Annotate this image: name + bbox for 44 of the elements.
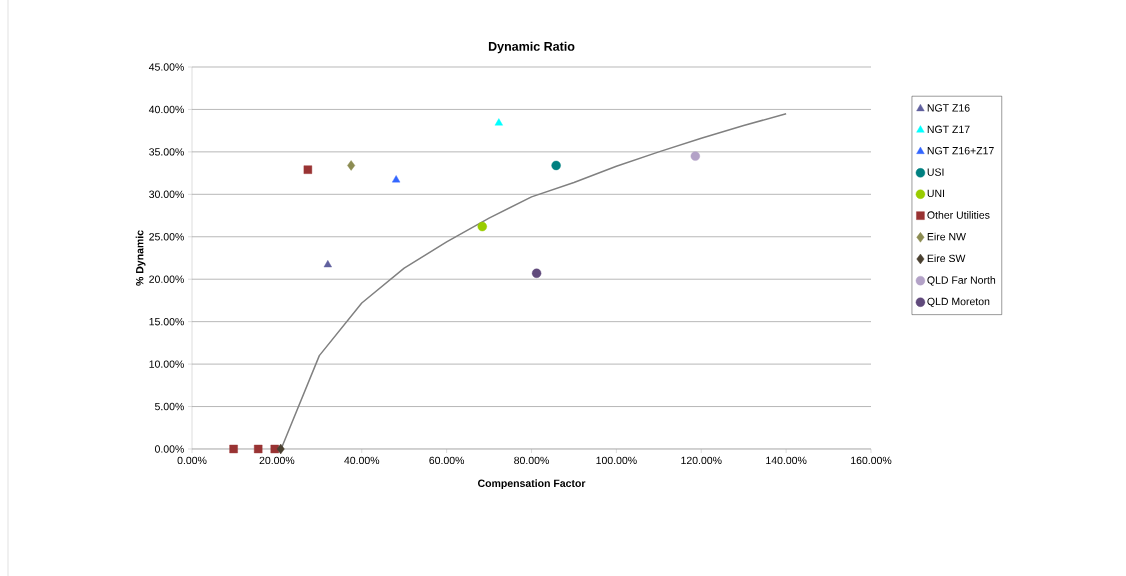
point bbox=[303, 165, 313, 174]
x-tick-label: 60.00% bbox=[429, 456, 465, 465]
y-tick-label: 5.00% bbox=[154, 402, 184, 411]
point bbox=[392, 175, 401, 183]
legend-label: UNI bbox=[927, 189, 945, 198]
point bbox=[229, 444, 238, 454]
x-tick-label: 120.00% bbox=[681, 456, 722, 465]
point bbox=[494, 118, 503, 126]
x-tick-label: 160.00% bbox=[851, 456, 892, 465]
y-tick-label: 45.00% bbox=[148, 63, 184, 71]
x-tick-label: 140.00% bbox=[766, 456, 807, 465]
legend-label: Eire NW bbox=[927, 232, 966, 241]
x-tick-label: 0.00% bbox=[177, 456, 207, 465]
y-tick-label: 0.00% bbox=[154, 445, 184, 453]
x-axis-title: Compensation Factor bbox=[477, 479, 586, 490]
legend-label: USI bbox=[927, 168, 944, 176]
legend-label: Eire SW bbox=[927, 254, 966, 263]
y-tick-label: 15.00% bbox=[149, 317, 184, 326]
legend-label: NGT Z16+Z17 bbox=[927, 147, 994, 155]
chart-title: Dynamic Ratio bbox=[488, 41, 575, 54]
y-tick-label: 25.00% bbox=[149, 233, 184, 241]
legend-label: NGT Z17 bbox=[927, 125, 970, 134]
x-tick-label: 20.00% bbox=[259, 456, 295, 465]
point bbox=[477, 221, 487, 232]
y-tick-label: 40.00% bbox=[148, 105, 184, 114]
y-tick-label: 10.00% bbox=[149, 360, 184, 368]
legend-label: QLD Moreton bbox=[927, 297, 990, 308]
legend-label: QLD Far North bbox=[927, 276, 996, 286]
point bbox=[254, 444, 263, 454]
legend-label: Other Utilities bbox=[927, 211, 990, 219]
y-axis-title: % Dynamic bbox=[135, 230, 146, 286]
legend-label: NGT Z16 bbox=[927, 104, 970, 112]
point bbox=[551, 160, 561, 171]
y-tick-label: 20.00% bbox=[149, 275, 184, 283]
point bbox=[276, 443, 285, 455]
y-tick-label: 30.00% bbox=[149, 190, 184, 199]
point bbox=[347, 160, 356, 171]
point bbox=[323, 260, 332, 268]
point bbox=[531, 268, 542, 278]
x-tick-label: 100.00% bbox=[596, 456, 637, 465]
x-tick-label: 80.00% bbox=[514, 456, 549, 465]
x-tick-label: 40.00% bbox=[344, 456, 380, 465]
y-tick-label: 35.00% bbox=[149, 148, 184, 156]
point bbox=[690, 151, 700, 161]
